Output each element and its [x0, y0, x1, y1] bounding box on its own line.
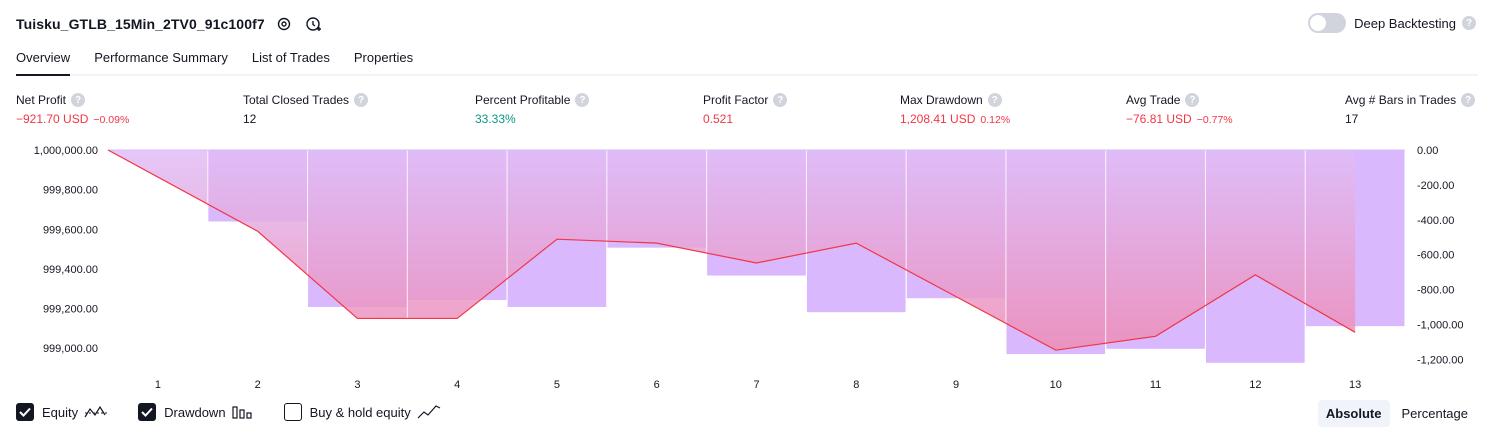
- stat-percent: −0.09%: [93, 114, 130, 126]
- x-tick-label: 8: [853, 379, 859, 391]
- help-icon[interactable]: ?: [1462, 16, 1476, 30]
- chart-legend: Equity Drawdown Buy & hold equity: [16, 403, 471, 421]
- x-tick-label: 2: [255, 379, 261, 391]
- x-tick-label: 5: [554, 379, 560, 391]
- x-tick-label: 9: [953, 379, 959, 391]
- help-icon[interactable]: ?: [987, 93, 1002, 107]
- drawdown-tick-label: -1,000.00: [1417, 319, 1463, 331]
- stat-max-drawdown: Max Drawdown? 1,208.41 USD 0.12%: [900, 93, 1010, 126]
- drawdown-tick-label: -400.00: [1417, 215, 1454, 227]
- stat-net-profit: Net Profit? −921.70 USD −0.09%: [16, 93, 129, 126]
- stats-row: Net Profit? −921.70 USD −0.09% Total Clos…: [0, 93, 1494, 133]
- x-tick-label: 4: [454, 379, 460, 391]
- stat-value: −921.70 USD: [16, 112, 89, 126]
- stat-label: Max Drawdown: [900, 93, 983, 107]
- x-tick-label: 11: [1150, 379, 1161, 391]
- tab-list-of-trades[interactable]: List of Trades: [251, 50, 330, 65]
- tab-performance-summary[interactable]: Performance Summary: [94, 50, 228, 65]
- stat-percent: −0.77%: [1196, 114, 1233, 126]
- equity-tick-label: 999,200.00: [43, 304, 98, 316]
- stat-profit-factor: Profit Factor? 0.521: [703, 93, 788, 126]
- stat-label: Percent Profitable: [475, 93, 571, 107]
- legend-drawdown[interactable]: Drawdown: [138, 403, 253, 421]
- equity-tick-label: 1,000,000.00: [34, 145, 98, 157]
- stat-label: Net Profit: [16, 93, 67, 107]
- stat-value: 12: [243, 112, 257, 126]
- drawdown-tick-label: -800.00: [1417, 285, 1454, 297]
- x-tick-label: 1: [155, 379, 161, 391]
- help-icon[interactable]: ?: [575, 93, 590, 107]
- strategy-header: Tuisku_GTLB_15Min_2TV0_91c100f7: [16, 12, 325, 36]
- strategy-title: Tuisku_GTLB_15Min_2TV0_91c100f7: [16, 16, 265, 32]
- stat-value: 17: [1345, 112, 1359, 126]
- stat-percent: 0.12%: [980, 114, 1011, 126]
- legend-buy-hold[interactable]: Buy & hold equity: [283, 403, 441, 421]
- x-tick-label: 10: [1050, 379, 1062, 391]
- equity-drawdown-chart[interactable]: 1,000,000.00 999,800.00 999,600.00 999,400.…: [0, 136, 1494, 394]
- drawdown-bars-icon: [231, 405, 254, 419]
- x-tick-label: 6: [654, 379, 660, 391]
- stat-percent-profitable: Percent Profitable? 33.33%: [475, 93, 590, 126]
- stat-total-closed-trades: Total Closed Trades? 12: [243, 93, 369, 126]
- help-icon[interactable]: ?: [773, 93, 788, 107]
- absolute-button[interactable]: Absolute: [1317, 400, 1390, 427]
- stat-label: Profit Factor: [703, 93, 769, 107]
- x-tick-label: 7: [753, 379, 759, 391]
- toggle-knob: [1310, 15, 1327, 31]
- equity-area: [108, 150, 1356, 351]
- equity-tick-label: 999,800.00: [43, 185, 98, 197]
- help-icon[interactable]: ?: [354, 93, 369, 107]
- legend-drawdown-label: Drawdown: [164, 404, 226, 420]
- legend-buy-hold-label: Buy & hold equity: [309, 404, 411, 420]
- stat-avg-trade: Avg Trade? −76.81 USD −0.77%: [1126, 93, 1233, 126]
- drawdown-checkbox[interactable]: [138, 403, 157, 421]
- equity-checkbox[interactable]: [16, 403, 34, 421]
- add-alert-icon[interactable]: [303, 13, 325, 35]
- stat-value: 0.521: [703, 112, 734, 126]
- stat-value: −76.81 USD: [1126, 112, 1192, 126]
- drawdown-tick-label: 0.00: [1417, 145, 1438, 157]
- settings-icon[interactable]: [273, 13, 295, 35]
- help-icon[interactable]: ?: [71, 93, 86, 107]
- tab-properties[interactable]: Properties: [353, 50, 414, 65]
- x-tick-label: 3: [354, 379, 360, 391]
- drawdown-tick-label: -1,200.00: [1417, 354, 1463, 366]
- equity-tick-label: 999,600.00: [43, 224, 98, 236]
- stat-label: Avg # Bars in Trades: [1345, 93, 1457, 107]
- drawdown-tick-label: -600.00: [1417, 250, 1454, 262]
- stat-value: 33.33%: [475, 112, 516, 126]
- equity-tick-label: 999,000.00: [43, 343, 98, 355]
- stat-avg-bars: Avg # Bars in Trades? 17: [1345, 93, 1476, 126]
- equity-tick-label: 999,400.00: [43, 264, 98, 276]
- stat-value: 1,208.41 USD: [900, 112, 976, 126]
- display-mode-switch: Absolute Percentage: [1314, 400, 1476, 427]
- help-icon[interactable]: ?: [1185, 93, 1200, 107]
- equity-line: [107, 149, 1356, 351]
- deep-backtesting: Deep Backtesting ?: [1308, 13, 1476, 33]
- buy-hold-line-icon: [417, 405, 441, 419]
- legend-equity-label: Equity: [42, 404, 79, 420]
- percentage-button[interactable]: Percentage: [1401, 406, 1469, 421]
- legend-equity[interactable]: Equity: [16, 403, 108, 421]
- buy-hold-checkbox[interactable]: [283, 403, 302, 421]
- stat-label: Total Closed Trades: [243, 93, 350, 107]
- help-icon[interactable]: ?: [1461, 93, 1476, 107]
- tab-overview[interactable]: Overview: [16, 44, 71, 76]
- drawdown-tick-label: -200.00: [1417, 180, 1454, 192]
- x-tick-label: 13: [1349, 379, 1361, 391]
- equity-line-icon: [84, 405, 108, 419]
- x-tick-label: 12: [1249, 379, 1261, 391]
- tab-bar: Overview Performance Summary List of Tra…: [16, 44, 1478, 76]
- deep-backtesting-toggle[interactable]: [1308, 13, 1347, 33]
- deep-backtesting-label: Deep Backtesting: [1354, 15, 1456, 31]
- stat-label: Avg Trade: [1126, 93, 1181, 107]
